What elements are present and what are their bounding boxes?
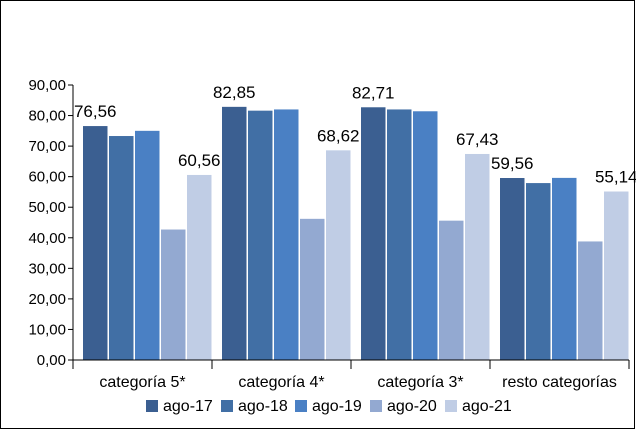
data-label: 67,43 <box>456 130 499 149</box>
plot-area <box>83 106 629 361</box>
bar <box>109 136 134 360</box>
legend-swatch <box>221 400 233 412</box>
bar <box>274 109 299 360</box>
x-tick-label: categoría 3* <box>377 374 463 391</box>
bar <box>578 241 603 360</box>
bar <box>135 130 160 360</box>
legend-label: ago-19 <box>312 398 362 415</box>
x-axis: categoría 5* categoría 4* categoría 3* rest… <box>72 359 630 391</box>
y-tick-label: 30,00 <box>28 260 66 277</box>
data-label: 76,56 <box>74 102 117 121</box>
bar <box>413 111 438 361</box>
x-tick-label: resto categorías <box>502 374 617 391</box>
data-labels: 76,56 60,56 82,85 68,62 82,71 67,43 59,56 55,14 <box>74 83 636 187</box>
y-tick-label: 40,00 <box>28 230 66 247</box>
bar <box>439 220 464 360</box>
data-label: 55,14 <box>595 168 636 187</box>
legend-swatch <box>445 400 457 412</box>
y-tick-label: 0,00 <box>37 352 66 369</box>
y-tick-label: 10,00 <box>28 321 66 338</box>
data-label: 59,56 <box>491 154 534 173</box>
y-tick-label: 60,00 <box>28 169 66 186</box>
legend-swatch <box>370 400 382 412</box>
y-tick-label: 90,00 <box>28 77 66 94</box>
bar <box>187 174 212 360</box>
bar <box>248 110 273 361</box>
data-label: 60,56 <box>178 151 221 170</box>
y-tick-label: 70,00 <box>28 138 66 155</box>
bar <box>83 126 108 360</box>
bar <box>387 109 412 360</box>
bar <box>604 191 629 360</box>
data-label: 82,85 <box>213 83 256 102</box>
bar <box>300 218 325 360</box>
x-tick-label: categoría 5* <box>99 374 185 391</box>
y-tick-label: 80,00 <box>28 108 66 125</box>
y-axis: 0,00 10,00 20,00 30,00 40,00 50,00 60,00 70,00 8… <box>28 77 74 369</box>
bar <box>552 177 577 360</box>
bar <box>161 229 186 360</box>
data-label: 68,62 <box>317 126 360 145</box>
bar <box>222 106 247 360</box>
legend-swatch <box>146 400 158 412</box>
bar <box>326 150 351 360</box>
x-tick-label: categoría 4* <box>238 374 324 391</box>
legend-label: ago-18 <box>238 398 288 415</box>
bar <box>526 183 551 360</box>
legend-label: ago-21 <box>462 398 512 415</box>
bar <box>361 107 386 361</box>
legend: ago-17 ago-18 ago-19 ago-20 ago-21 <box>146 398 512 415</box>
legend-swatch <box>295 400 307 412</box>
y-tick-label: 20,00 <box>28 291 66 308</box>
legend-label: ago-17 <box>163 398 213 415</box>
legend-label: ago-20 <box>387 398 437 415</box>
bar <box>465 153 490 360</box>
y-tick-label: 50,00 <box>28 199 66 216</box>
bar <box>500 178 525 360</box>
data-label: 82,71 <box>352 83 395 102</box>
